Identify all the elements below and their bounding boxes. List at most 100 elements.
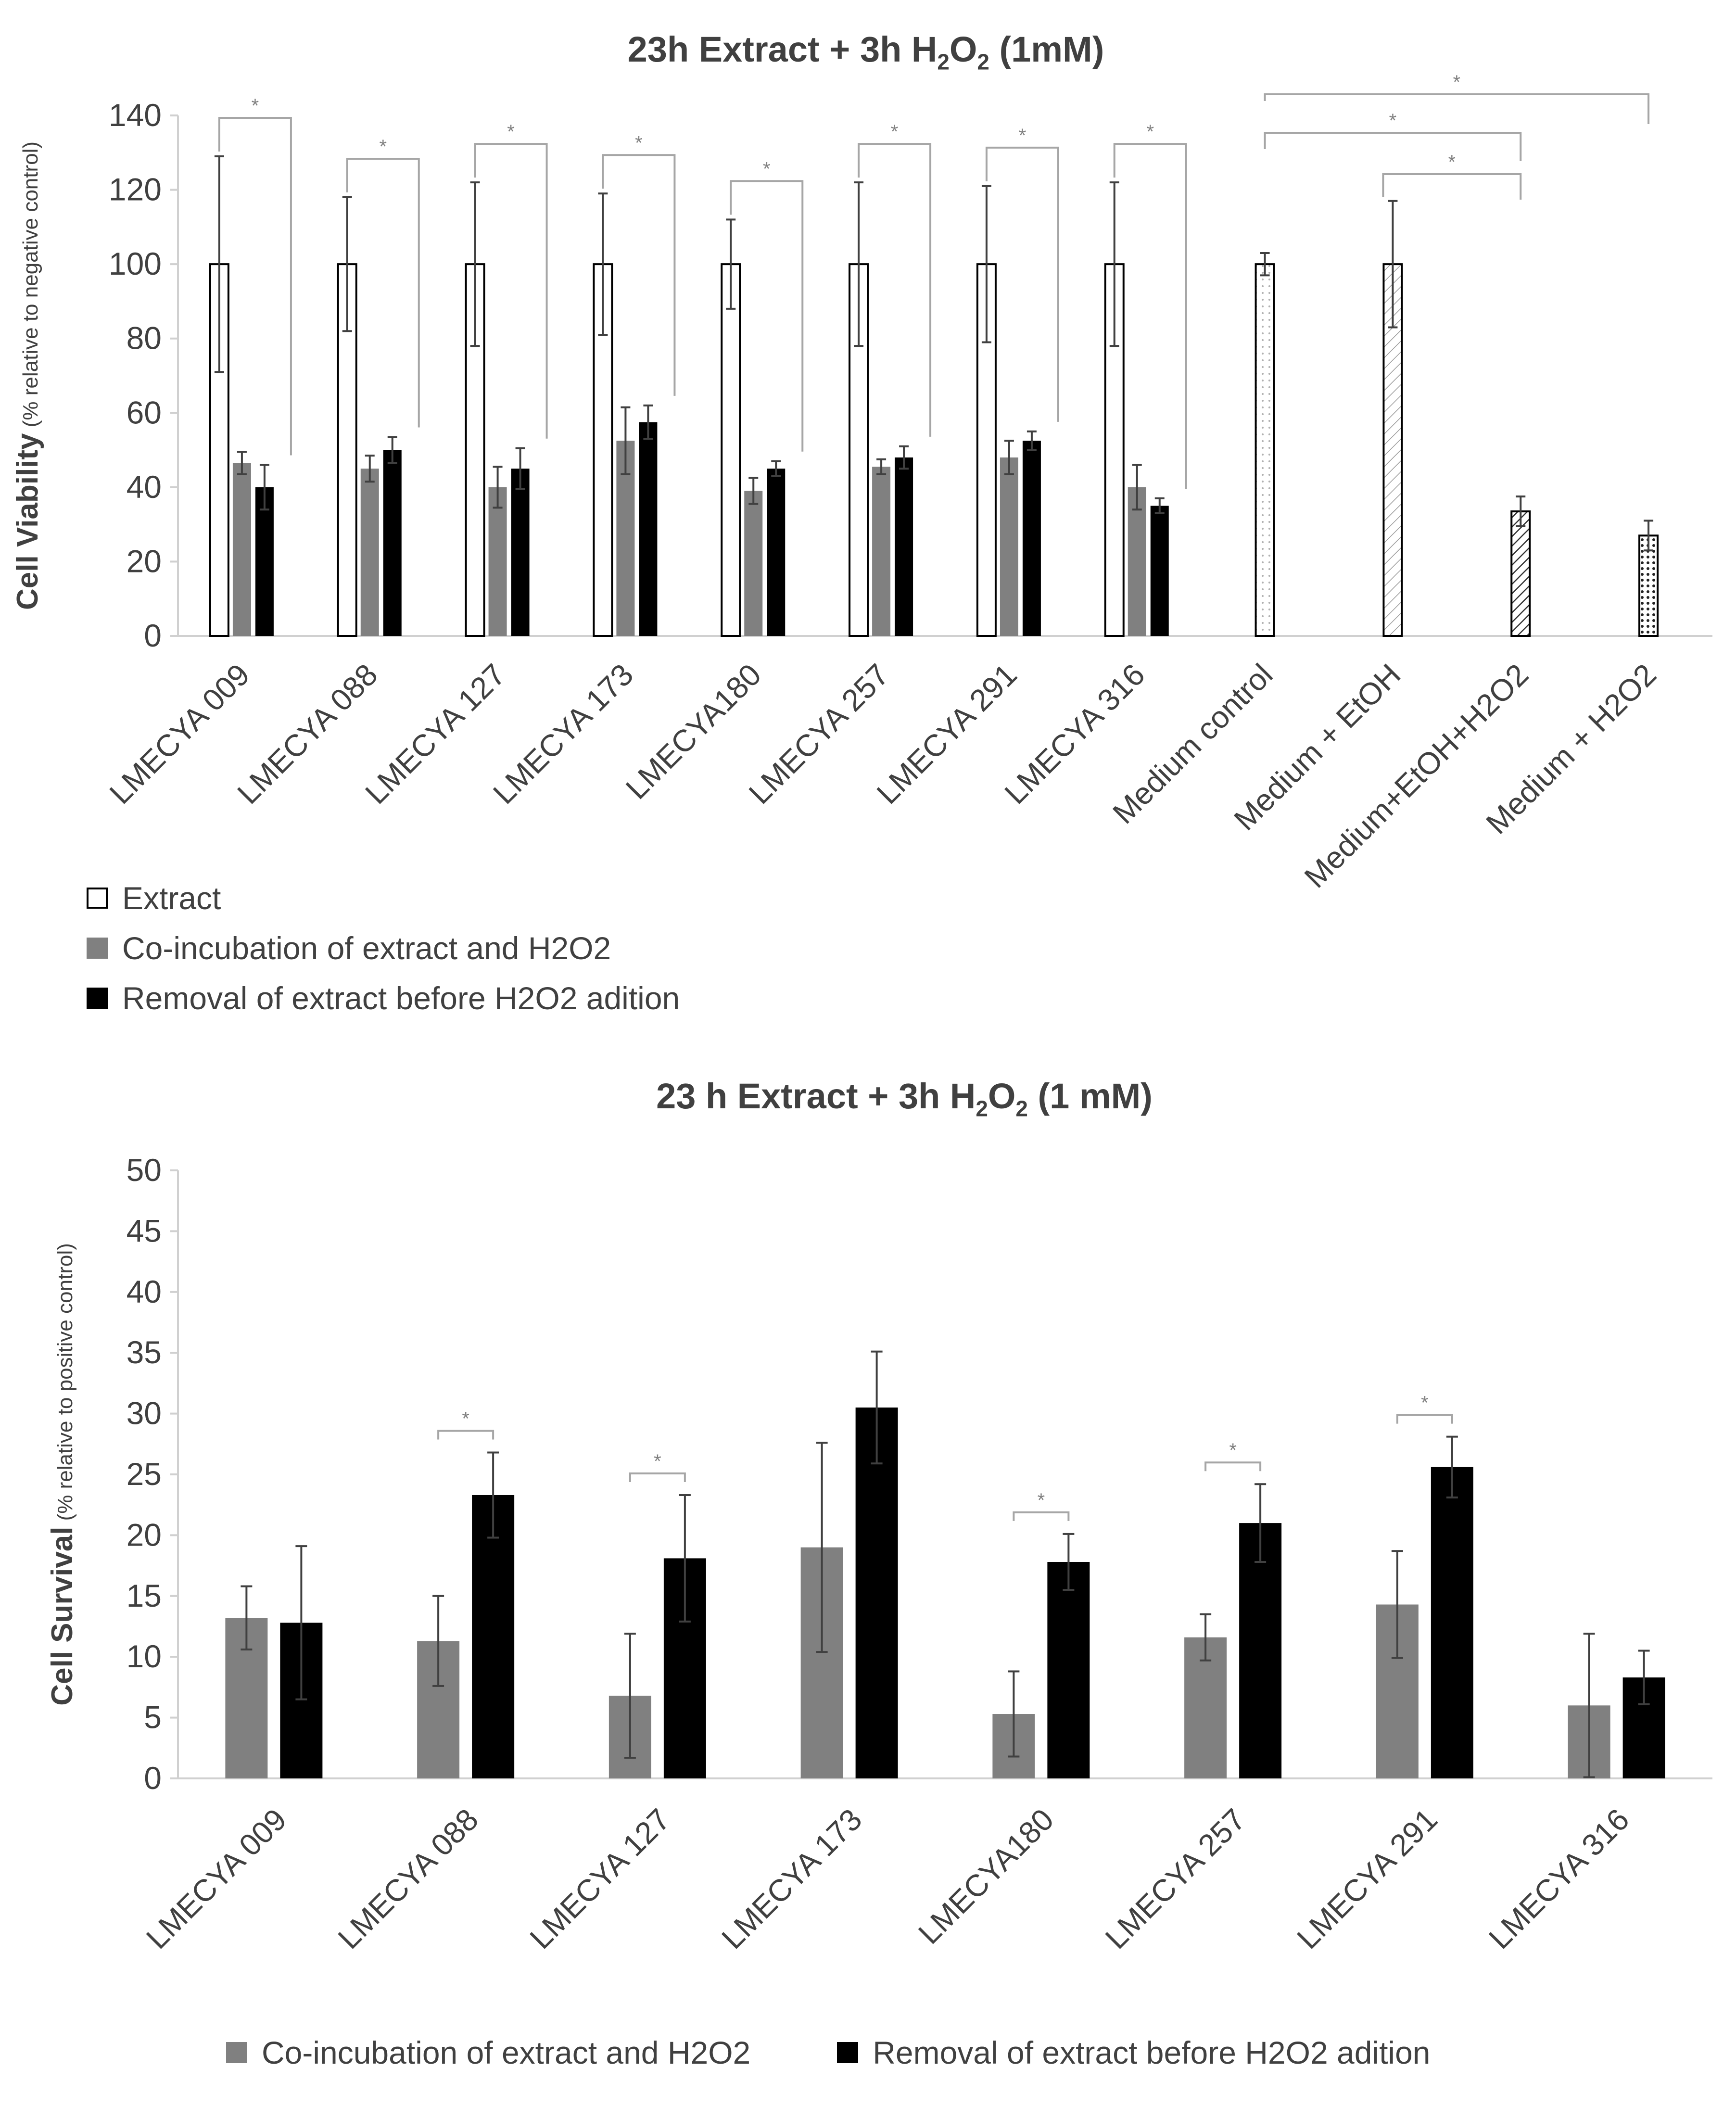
error-bar-removal-of-extract-before-h2o2-adition-lmecya-088 xyxy=(487,1451,499,1539)
y-tick-label: 0 xyxy=(144,618,162,653)
significance-bracket-lmecya-291-line xyxy=(985,146,1059,422)
error-bar-co-incubation-of-extract-and-h2o2-lmecya-088 xyxy=(432,1595,444,1687)
error-bar-extract-lmecya-127 xyxy=(470,181,480,347)
significance-bracket-lmecya-291: * xyxy=(985,125,1059,422)
significance-bracket-lmecya-257-line xyxy=(1204,1461,1262,1472)
y-tick-label: 10 xyxy=(127,1638,162,1674)
significance-bracket-lmecya-127-star: * xyxy=(507,121,515,142)
bar-control-medium-etoh-h2o2 xyxy=(1510,510,1531,637)
x-tick-label-lmecya-088: LMECYA 088 xyxy=(331,1802,485,1955)
bar-removal-of-extract-before-h2o2-adition-lmecya-257 xyxy=(895,457,913,636)
legend-label-removal-2: Removal of extract before H2O2 adition xyxy=(873,2035,1431,2070)
error-bar-co-incubation-of-extract-and-h2o2-lmecya-009 xyxy=(237,451,247,475)
y-tick-label: 100 xyxy=(109,246,162,281)
significance-bracket-lmecya-127-star: * xyxy=(654,1451,661,1472)
cell-viability-plot: 23h Extract + 3h H2O2 (1mM) Cell Viabilit… xyxy=(11,29,1712,895)
significance-bracket-lmecya-257: * xyxy=(1204,1440,1262,1472)
error-bar-co-incubation-of-extract-and-h2o2-lmecya-173 xyxy=(816,1442,828,1653)
y-tick-label: 25 xyxy=(127,1456,162,1492)
cell-survival-chart: 23 h Extract + 3h H2O2 (1 mM) Cell Surviv… xyxy=(0,1058,1736,2106)
error-bar-removal-of-extract-before-h2o2-adition-lmecya-127 xyxy=(515,447,525,490)
significance-bracket-lmecya-257-line xyxy=(858,143,932,437)
x-tick-label-lmecya-291: LMECYA 291 xyxy=(1291,1802,1444,1955)
legend-label-removal: Removal of extract before H2O2 adition xyxy=(122,980,680,1016)
error-bar-removal-of-extract-before-h2o2-adition-lmecya-127 xyxy=(679,1494,691,1623)
y-axis-label: Cell Survival (% relative to positive co… xyxy=(46,1243,79,1706)
x-tick-label-lmecya180: LMECYA180 xyxy=(912,1802,1060,1951)
significance-bracket-lmecya-316-line xyxy=(1113,143,1187,489)
x-tick-label-lmecya-316: LMECYA 316 xyxy=(1482,1802,1635,1955)
error-bar-extract-lmecya180 xyxy=(726,218,736,310)
error-bar-extract-lmecya-088 xyxy=(342,196,352,332)
error-bar-removal-of-extract-before-h2o2-adition-lmecya-009 xyxy=(259,464,269,511)
significance-bracket-lmecya-088-line xyxy=(437,1430,494,1440)
legend-swatch-coincubation-2 xyxy=(226,2042,247,2063)
significance-bracket-lmecya-088-star: * xyxy=(379,136,387,157)
bar-removal-of-extract-before-h2o2-adition-lmecya-257 xyxy=(1239,1523,1282,1778)
bar-removal-of-extract-before-h2o2-adition-lmecya-088 xyxy=(383,450,402,636)
x-tick-label-lmecya-173: LMECYA 173 xyxy=(715,1802,868,1955)
significance-bracket-lmecya180-star: * xyxy=(1038,1490,1045,1511)
legend-item-extract: Extract xyxy=(87,873,680,923)
error-bar-removal-of-extract-before-h2o2-adition-lmecya-173 xyxy=(643,404,653,440)
legend-item-coincubation-2: Co-incubation of extract and H2O2 xyxy=(226,2028,750,2078)
error-bar-removal-of-extract-before-h2o2-adition-lmecya-291 xyxy=(1026,430,1037,451)
significance-bracket-lmecya-316: * xyxy=(1113,121,1187,489)
bar-removal-of-extract-before-h2o2-adition-lmecya-173 xyxy=(855,1407,898,1778)
error-bar-control-medium-etoh-h2o2 xyxy=(1516,495,1526,528)
legend-swatch-coincubation xyxy=(87,938,108,959)
error-bar-co-incubation-of-extract-and-h2o2-lmecya-173 xyxy=(621,406,631,475)
cell-survival-plot: 23 h Extract + 3h H2O2 (1 mM) Cell Surviv… xyxy=(46,1076,1712,1955)
error-bar-control-medium-control xyxy=(1260,252,1270,277)
y-tick-label: 0 xyxy=(144,1760,162,1796)
bar-co-incubation-of-extract-and-h2o2-lmecya-257 xyxy=(872,467,891,636)
legend-swatch-removal-2 xyxy=(837,2042,859,2063)
y-tick-label: 80 xyxy=(127,320,162,356)
error-bar-removal-of-extract-before-h2o2-adition-lmecya-173 xyxy=(871,1350,883,1465)
significance-bracket-lmecya-009-star: * xyxy=(252,95,259,116)
bar-removal-of-extract-before-h2o2-adition-lmecya-291 xyxy=(1431,1467,1473,1778)
error-bar-co-incubation-of-extract-and-h2o2-lmecya-316 xyxy=(1132,464,1142,511)
significance-bracket-lmecya-173-star: * xyxy=(635,132,643,153)
bar-removal-of-extract-before-h2o2-adition-lmecya-127 xyxy=(511,469,530,636)
bar-co-incubation-of-extract-and-h2o2-lmecya-127 xyxy=(488,487,507,636)
y-tick-label: 40 xyxy=(127,1274,162,1309)
error-bar-co-incubation-of-extract-and-h2o2-lmecya-257 xyxy=(1200,1613,1212,1662)
y-axis-label: Cell Viability (% relative to negative c… xyxy=(11,141,44,610)
bar-co-incubation-of-extract-and-h2o2-lmecya-291 xyxy=(1000,457,1018,636)
bar-removal-of-extract-before-h2o2-adition-lmecya-316 xyxy=(1150,506,1169,636)
y-tick-label: 50 xyxy=(127,1152,162,1188)
significance-bracket-lmecya-009: * xyxy=(218,95,292,456)
significance-bracket-lmecya-127: * xyxy=(629,1451,686,1482)
chart-title: 23h Extract + 3h H2O2 (1mM) xyxy=(628,29,1104,74)
error-bar-co-incubation-of-extract-and-h2o2-lmecya-316 xyxy=(1583,1633,1595,1778)
error-bar-extract-lmecya-291 xyxy=(981,185,991,343)
bar-removal-of-extract-before-h2o2-adition-lmecya180 xyxy=(1047,1562,1090,1778)
cell-viability-chart: 23h Extract + 3h H2O2 (1mM) Cell Viabilit… xyxy=(0,0,1736,1034)
significance-bracket-lmecya-173-line xyxy=(602,154,676,396)
x-tick-label-lmecya-009: LMECYA 009 xyxy=(139,1802,293,1955)
significance-bracket-lmecya-088: * xyxy=(437,1408,494,1440)
y-tick-label: 20 xyxy=(127,1517,162,1552)
error-bar-co-incubation-of-extract-and-h2o2-lmecya-088 xyxy=(365,455,375,483)
y-tick-label: 20 xyxy=(127,543,162,579)
significance-bracket-medium-control-vs-etoh-h2o2-line xyxy=(1264,132,1522,161)
significance-bracket-lmecya-316-star: * xyxy=(1146,121,1154,142)
y-tick-label: 60 xyxy=(127,394,162,430)
significance-bracket-lmecya-291: * xyxy=(1396,1393,1453,1424)
bar-removal-of-extract-before-h2o2-adition-lmecya-009 xyxy=(255,487,274,636)
significance-bracket-lmecya-257-star: * xyxy=(891,121,899,142)
error-bar-removal-of-extract-before-h2o2-adition-lmecya-009 xyxy=(295,1545,307,1700)
error-bar-co-incubation-of-extract-and-h2o2-lmecya-291 xyxy=(1391,1550,1403,1659)
bar-co-incubation-of-extract-and-h2o2-lmecya-009 xyxy=(232,463,251,636)
bar-control-medium-h2o2 xyxy=(1638,534,1659,637)
error-bar-extract-lmecya-316 xyxy=(1109,181,1119,347)
significance-bracket-lmecya-291-star: * xyxy=(1019,125,1026,146)
legend-label-extract: Extract xyxy=(122,880,221,916)
significance-bracket-lmecya-127-line xyxy=(629,1472,686,1482)
significance-bracket-medium-control-vs-h2o2: * xyxy=(1264,72,1650,124)
significance-bracket-lmecya180-star: * xyxy=(763,158,771,179)
x-tick-label-lmecya-127: LMECYA 127 xyxy=(523,1802,677,1955)
y-tick-label: 35 xyxy=(127,1334,162,1370)
cell-viability-legend: Extract Co-incubation of extract and H2O… xyxy=(87,873,680,1023)
